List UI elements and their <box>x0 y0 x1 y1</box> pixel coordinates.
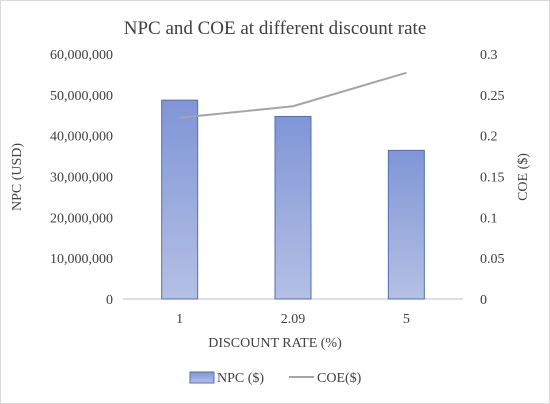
y-tick-label: 10,000,000 <box>50 252 113 267</box>
legend: NPC ($) COE($) <box>189 371 362 386</box>
bar-npc <box>161 99 199 300</box>
y-axis-title: NPC (USD) <box>10 143 25 211</box>
y-tick-label: 20,000,000 <box>50 211 113 226</box>
y2-tick-label: 0.1 <box>480 211 498 226</box>
y-tick-label: 60,000,000 <box>50 48 113 63</box>
legend-swatch-npc <box>189 371 215 384</box>
y2-tick-label: 0.2 <box>480 130 498 145</box>
y-tick-label: 50,000,000 <box>50 89 113 104</box>
bar-npc <box>274 115 312 300</box>
x-tick-label: 2.09 <box>281 312 306 327</box>
bar-npc <box>387 149 425 300</box>
y2-tick-label: 0 <box>480 293 487 308</box>
y2-tick-label: 0.15 <box>480 171 505 186</box>
legend-label-coe: COE($) <box>317 371 362 386</box>
y2-axis-title: COE ($) <box>516 153 531 201</box>
legend-label-npc: NPC ($) <box>217 371 264 386</box>
y2-tick-label: 0.3 <box>480 48 498 63</box>
x-axis-title: DISCOUNT RATE (%) <box>208 336 342 351</box>
y2-tick-label: 0.05 <box>480 252 505 267</box>
y-tick-label: 30,000,000 <box>50 171 113 186</box>
y2-tick-label: 0.25 <box>480 89 505 104</box>
chart-title: NPC and COE at different discount rate <box>124 18 427 39</box>
plot-area: 0 10,000,000 20,000,000 30,000,000 40,000,00… <box>50 48 505 327</box>
x-tick-label: 5 <box>403 312 410 327</box>
y-tick-label: 0 <box>106 293 113 308</box>
y-tick-label: 40,000,000 <box>50 130 113 145</box>
line-coe <box>179 71 407 119</box>
x-tick-label: 1 <box>176 312 183 327</box>
